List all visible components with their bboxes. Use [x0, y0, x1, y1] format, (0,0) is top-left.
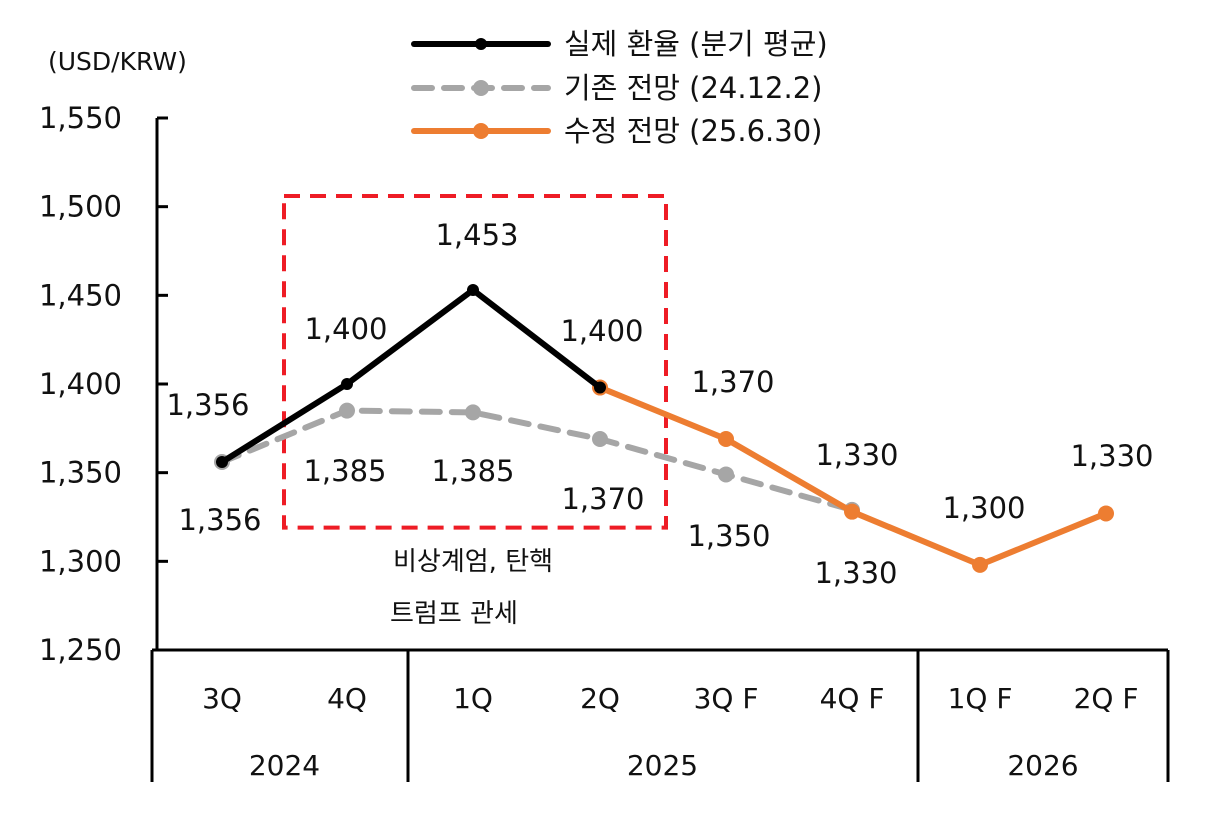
legend-swatch-marker: [473, 80, 489, 96]
data-label: 1,400: [304, 312, 387, 346]
x-category-label: 2Q F: [1074, 682, 1139, 715]
x-year-label: 2024: [249, 749, 320, 782]
x-year-label: 2026: [1007, 749, 1078, 782]
data-point-2: [1098, 505, 1114, 522]
y-tick-label: 1,550: [39, 101, 122, 135]
x-category-label: 3Q F: [694, 682, 759, 715]
y-tick-label: 1,300: [39, 544, 122, 578]
data-point-2: [844, 503, 860, 520]
data-label: 1,385: [431, 454, 514, 488]
series-line-0: [219, 287, 603, 466]
legend-label: 수정 전망 (25.6.30): [564, 114, 822, 148]
legend-label: 실제 환율 (분기 평균): [564, 27, 828, 61]
y-tick-label: 1,450: [39, 278, 122, 312]
data-point-2: [718, 430, 734, 447]
data-label: 1,330: [815, 438, 898, 472]
x-category-label: 2Q: [580, 682, 620, 715]
x-category-label: 1Q: [453, 682, 493, 715]
series-line-1: [219, 407, 855, 513]
data-label: 1,330: [1070, 439, 1153, 473]
x-category-label: 3Q: [202, 682, 242, 715]
data-point-1: [592, 430, 608, 447]
x-category-label: 4Q: [327, 682, 367, 715]
y-tick-label: 1,350: [39, 456, 122, 490]
data-label: 1,350: [687, 519, 770, 553]
legend-swatch-marker: [475, 38, 487, 50]
legend-label: 기존 전망 (24.12.2): [564, 71, 822, 105]
data-point-1: [339, 402, 355, 419]
x-year-label: 2025: [627, 749, 698, 782]
data-point-0: [341, 378, 353, 390]
y-tick-label: 1,400: [39, 367, 122, 401]
data-label: 1,356: [166, 388, 249, 422]
data-label: 1,330: [814, 556, 897, 590]
data-label: 1,385: [303, 454, 386, 488]
event-highlight-box: [282, 194, 668, 530]
unit-label: (USD/KRW): [48, 47, 187, 76]
legend-swatch-marker: [473, 123, 489, 139]
x-category-label: 4Q F: [820, 682, 885, 715]
y-tick-label: 1,250: [39, 633, 122, 667]
data-point-1: [718, 466, 734, 483]
y-tick-label: 1,500: [39, 190, 122, 224]
data-point-2: [972, 556, 988, 573]
x-category-label: 1Q F: [948, 682, 1013, 715]
data-point-0: [594, 381, 606, 394]
data-label: 1,300: [942, 491, 1025, 525]
data-point-0: [467, 284, 479, 297]
data-point-1: [465, 404, 481, 421]
data-label: 1,370: [691, 365, 774, 399]
data-label: 1,370: [561, 482, 644, 516]
series-line-2: [597, 384, 1109, 568]
annotation-note: 트럼프 관세: [390, 599, 518, 629]
data-label: 1,400: [560, 314, 643, 348]
data-point-0: [216, 456, 228, 469]
data-label: 1,453: [435, 218, 518, 252]
data-label: 1,356: [178, 503, 261, 537]
annotation-note: 비상계엄, 탄핵: [393, 547, 553, 577]
